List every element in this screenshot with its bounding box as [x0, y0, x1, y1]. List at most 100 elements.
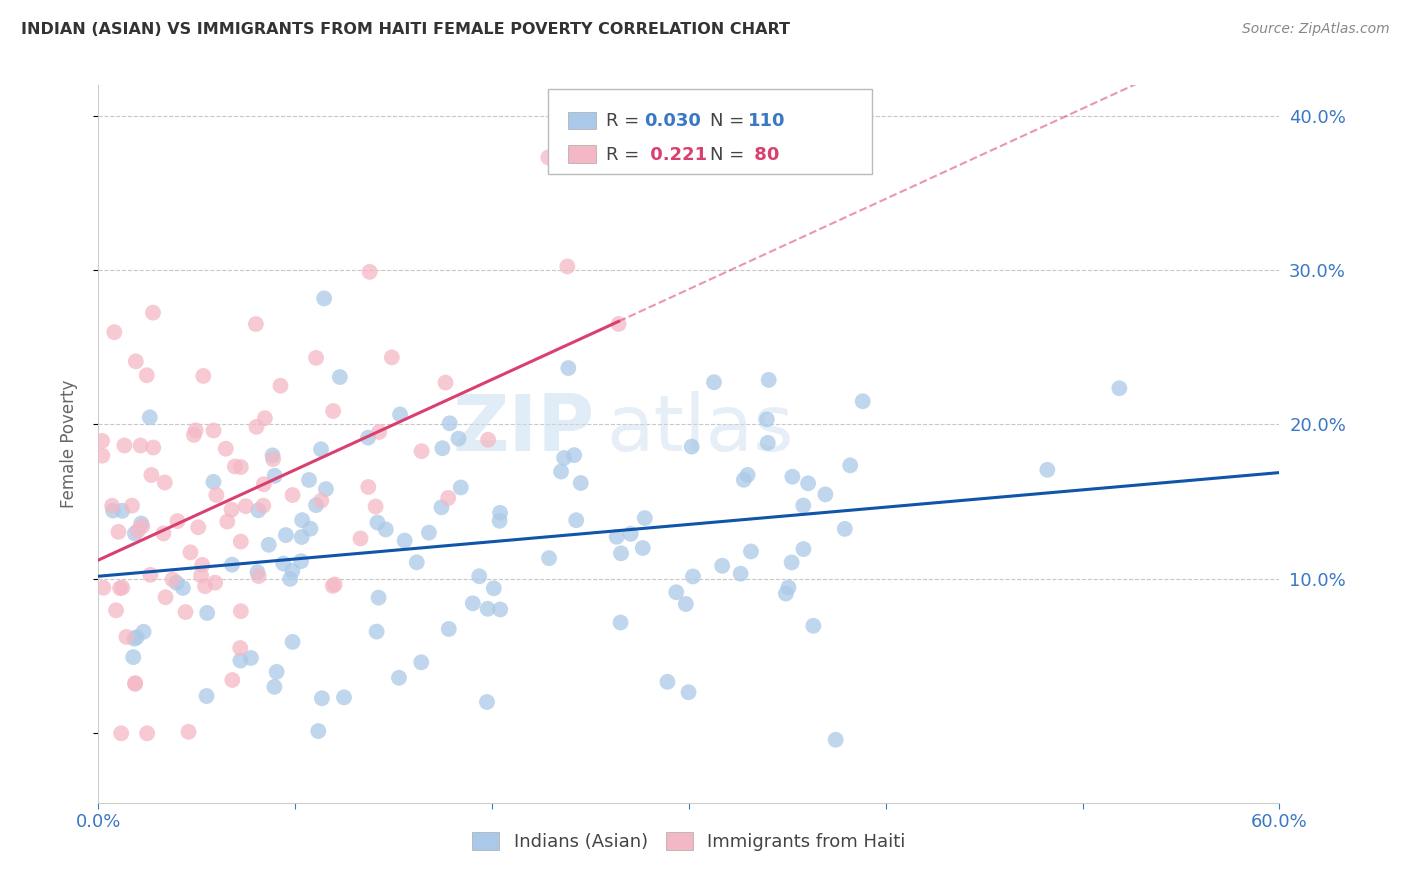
Point	[111, 581, 134, 595]
Point	[329, 370, 352, 384]
Point	[253, 477, 276, 491]
Point	[357, 480, 380, 494]
Point	[461, 596, 484, 610]
Point	[311, 691, 333, 706]
Point	[357, 431, 380, 445]
Point	[202, 424, 225, 438]
Point	[565, 513, 588, 527]
Point	[124, 632, 146, 646]
Point	[634, 511, 657, 525]
Point	[174, 605, 197, 619]
Text: 80: 80	[748, 146, 779, 164]
Point	[195, 689, 218, 703]
Point	[141, 468, 163, 483]
Point	[1108, 381, 1130, 395]
Point	[665, 585, 688, 599]
Point	[607, 317, 630, 331]
Point	[274, 528, 297, 542]
Point	[309, 442, 332, 457]
Point	[281, 564, 304, 578]
Text: 0.030: 0.030	[644, 112, 700, 130]
Point	[239, 651, 262, 665]
Point	[538, 551, 561, 566]
Point	[366, 624, 388, 639]
Text: 0.221: 0.221	[644, 146, 707, 164]
Point	[792, 542, 814, 557]
Text: N =: N =	[710, 112, 744, 130]
Point	[834, 522, 856, 536]
Point	[411, 444, 433, 458]
Point	[183, 428, 205, 442]
Point	[852, 394, 875, 409]
Point	[110, 726, 132, 740]
Point	[388, 671, 411, 685]
Point	[290, 554, 312, 568]
Point	[475, 695, 498, 709]
Point	[262, 449, 284, 463]
Point	[792, 499, 814, 513]
Point	[187, 520, 209, 534]
Point	[678, 685, 700, 699]
Point	[824, 732, 846, 747]
Point	[172, 581, 194, 595]
Point	[756, 435, 779, 450]
Point	[166, 514, 188, 528]
Point	[477, 602, 499, 616]
Point	[557, 260, 579, 274]
Point	[115, 630, 138, 644]
Point	[801, 619, 824, 633]
Point	[266, 665, 288, 679]
Point	[108, 581, 131, 595]
Text: atlas: atlas	[606, 392, 794, 467]
Point	[263, 468, 285, 483]
Point	[121, 499, 143, 513]
Point	[257, 538, 280, 552]
Text: ZIP: ZIP	[453, 392, 595, 467]
Point	[111, 504, 134, 518]
Point	[152, 526, 174, 541]
Point	[269, 378, 291, 392]
Point	[190, 568, 212, 582]
Point	[333, 690, 356, 705]
Point	[229, 534, 252, 549]
Point	[437, 491, 460, 505]
Point	[262, 452, 284, 467]
Point	[703, 376, 725, 390]
Point	[191, 558, 214, 572]
Point	[814, 487, 837, 501]
Point	[221, 673, 243, 687]
Point	[112, 438, 135, 452]
Point	[737, 467, 759, 482]
Point	[245, 420, 267, 434]
Point	[155, 591, 177, 605]
Point	[202, 475, 225, 489]
Point	[322, 404, 344, 418]
Point	[367, 591, 389, 605]
Point	[364, 500, 387, 514]
Point	[1036, 463, 1059, 477]
Point	[780, 556, 803, 570]
Point	[229, 654, 252, 668]
Point	[468, 569, 491, 583]
Point	[132, 624, 155, 639]
Point	[205, 488, 228, 502]
Point	[489, 602, 512, 616]
Point	[125, 354, 148, 368]
Point	[122, 650, 145, 665]
Point	[432, 442, 454, 456]
Point	[229, 604, 252, 618]
Point	[405, 555, 427, 569]
Point	[782, 469, 804, 483]
Point	[101, 503, 124, 517]
Point	[758, 373, 780, 387]
Point	[489, 506, 512, 520]
Point	[135, 368, 157, 383]
Point	[681, 440, 703, 454]
Point	[105, 603, 128, 617]
Point	[305, 498, 328, 512]
Text: 110: 110	[748, 112, 786, 130]
Point	[359, 265, 381, 279]
Point	[142, 306, 165, 320]
Point	[281, 488, 304, 502]
Point	[291, 513, 314, 527]
